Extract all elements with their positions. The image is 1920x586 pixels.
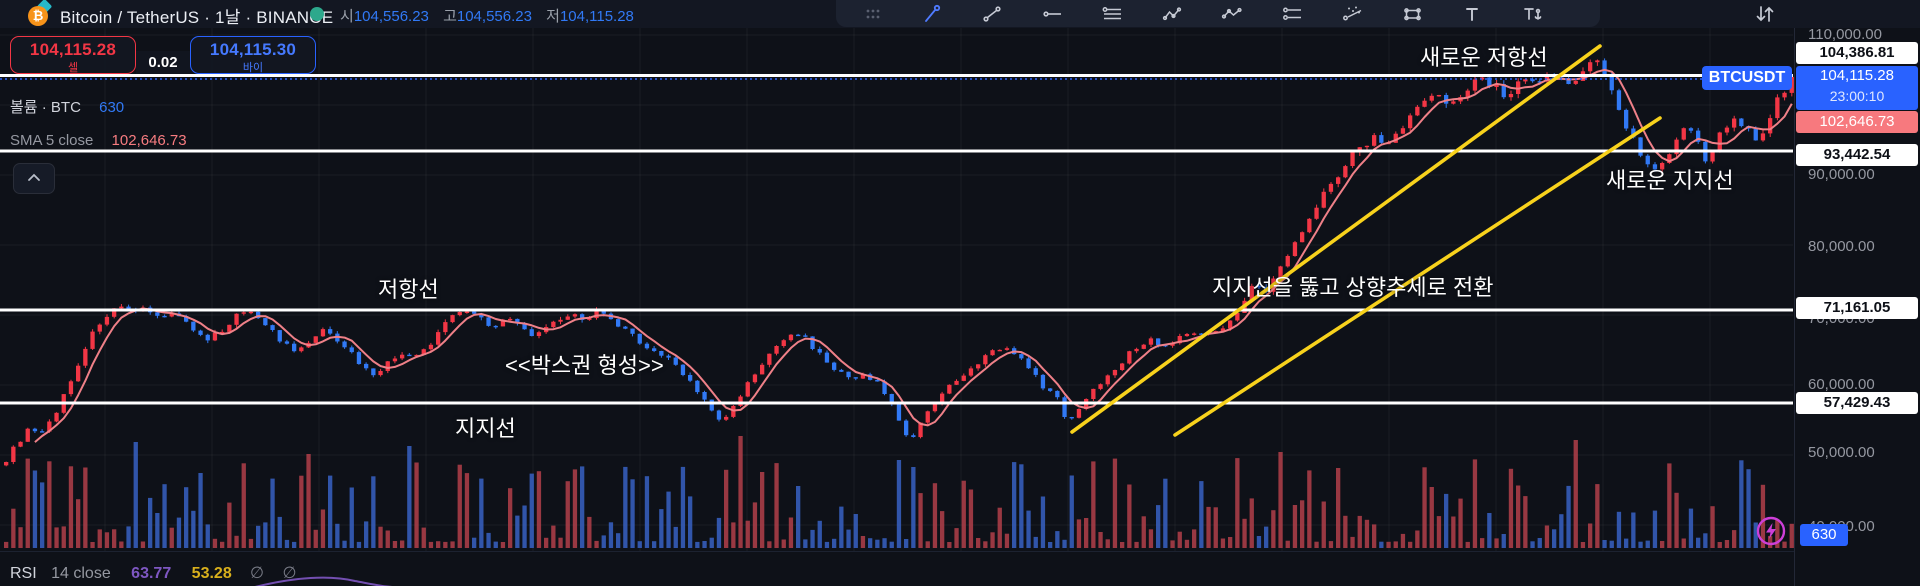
bitcoin-icon: ₿ bbox=[28, 0, 53, 27]
drawing-toolbar bbox=[836, 0, 1600, 27]
low-value: 104,115.28 bbox=[559, 8, 634, 25]
rsi-empty-2: ∅ bbox=[282, 565, 297, 582]
rsi-params: 14 close bbox=[51, 565, 111, 582]
axis-tick: 110,000.00 bbox=[1808, 26, 1882, 43]
scale-arrows-icon[interactable] bbox=[1752, 2, 1778, 31]
buy-label: 바이 bbox=[242, 62, 264, 74]
sma-value: 102,646.73 bbox=[111, 132, 187, 149]
parallel-channel-icon[interactable] bbox=[1084, 2, 1140, 26]
volume-legend[interactable]: 볼륨 · BTC 630 bbox=[10, 96, 124, 117]
polyline-icon[interactable] bbox=[1144, 2, 1200, 26]
chart-annotation: 저항선 bbox=[378, 277, 439, 302]
buy-button[interactable]: 104,115.30 바이 bbox=[190, 36, 316, 74]
chart-annotation: 지지선 bbox=[455, 416, 516, 441]
sell-button[interactable]: 104,115.28 셀 bbox=[10, 36, 136, 74]
rectangle-icon[interactable] bbox=[1384, 2, 1440, 26]
axis-tick: 50,000.00 bbox=[1808, 444, 1875, 461]
chart-annotation: 지지선을 뚫고 상향추세로 전환 bbox=[1212, 275, 1494, 300]
zigzag-icon[interactable] bbox=[1204, 2, 1260, 26]
rsi-name: RSI bbox=[10, 565, 37, 582]
symbol-title[interactable]: Bitcoin / TetherUS · 1날 · BINANCE bbox=[60, 8, 334, 27]
open-label: 시 bbox=[340, 8, 354, 25]
drag-handle-icon[interactable] bbox=[844, 2, 900, 26]
sell-label: 셀 bbox=[67, 62, 79, 74]
sell-price: 104,115.28 bbox=[29, 40, 117, 59]
symbol-watermark-badge: BTCUSDT bbox=[1702, 66, 1792, 90]
volume-value-badge: 630 bbox=[1800, 524, 1848, 546]
resistance-price-badge: 104,386.81 bbox=[1796, 42, 1918, 64]
axis-separator bbox=[1794, 0, 1795, 586]
chart-annotation: <<박스권 형성>> bbox=[505, 353, 664, 378]
high-value: 104,556.23 bbox=[456, 8, 532, 25]
scatter-ray-icon[interactable] bbox=[1324, 2, 1380, 26]
sma-price-badge: 102,646.73 bbox=[1796, 111, 1918, 133]
text-icon[interactable] bbox=[1444, 2, 1500, 26]
low-label: 저 bbox=[546, 8, 560, 25]
spread-value: 0.02 bbox=[136, 51, 190, 74]
sma-legend[interactable]: SMA 5 close 102,646.73 bbox=[10, 132, 187, 149]
horizontal-ray-icon[interactable] bbox=[1024, 2, 1080, 26]
rsi-empty-1: ∅ bbox=[250, 565, 265, 582]
draw-pencil-icon[interactable] bbox=[904, 2, 960, 26]
anchored-text-icon[interactable] bbox=[1504, 2, 1560, 26]
lightning-icon[interactable] bbox=[1755, 515, 1787, 552]
current-price-badge: 104,115.28 23:00:10 bbox=[1796, 66, 1918, 110]
sma-label: SMA 5 close bbox=[10, 132, 94, 149]
market-status-dot bbox=[310, 7, 324, 21]
axis-tick: 60,000.00 bbox=[1808, 376, 1875, 393]
collapse-pane-button[interactable] bbox=[13, 163, 55, 194]
rsi-legend[interactable]: RSI 14 close 63.77 53.28 ∅ ∅ bbox=[10, 563, 297, 583]
high-label: 고 bbox=[443, 8, 457, 25]
rsi-value-2: 53.28 bbox=[191, 565, 232, 582]
volume-value: 630 bbox=[99, 99, 125, 116]
price-axis[interactable]: 110,000.0090,000.0080,000.0070,000.0060,… bbox=[1794, 0, 1920, 586]
trend-line-icon[interactable] bbox=[964, 2, 1020, 26]
axis-tick: 90,000.00 bbox=[1808, 166, 1875, 183]
support-price-badge: 93,442.54 bbox=[1796, 144, 1918, 166]
rsi-value-1: 63.77 bbox=[131, 565, 172, 582]
double-ray-icon[interactable] bbox=[1264, 2, 1320, 26]
buy-price: 104,115.30 bbox=[209, 40, 297, 59]
chart-annotation: 새로운 지지선 bbox=[1606, 168, 1734, 193]
axis-tick: 80,000.00 bbox=[1808, 238, 1875, 255]
volume-label: 볼륨 · BTC bbox=[10, 99, 81, 116]
ohlc-values: 시104,556.23 고104,556.23 저104,115.28 bbox=[340, 5, 634, 26]
box-bottom-price-badge: 57,429.43 bbox=[1796, 392, 1918, 414]
bitcoin-logo-glyph: ₿ bbox=[28, 6, 48, 26]
open-value: 104,556.23 bbox=[353, 8, 429, 25]
pane-separator bbox=[0, 551, 1794, 552]
box-top-price-badge: 71,161.05 bbox=[1796, 297, 1918, 319]
chart-annotation: 새로운 저항선 bbox=[1420, 45, 1548, 70]
